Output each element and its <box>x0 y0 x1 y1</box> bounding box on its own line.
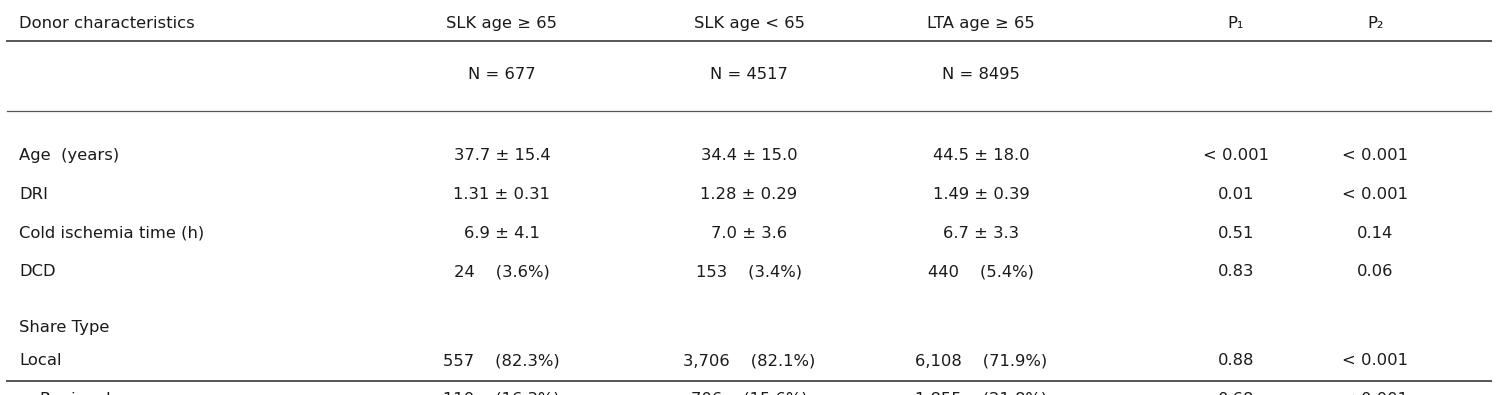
Text: N = 8495: N = 8495 <box>942 67 1020 82</box>
Text: Age  (years): Age (years) <box>19 148 120 163</box>
Text: < 0.001: < 0.001 <box>1342 148 1408 163</box>
Text: 0.83: 0.83 <box>1218 264 1254 279</box>
Text: 0.14: 0.14 <box>1357 226 1393 241</box>
Text: DCD: DCD <box>19 264 55 279</box>
Text: 37.7 ± 15.4: 37.7 ± 15.4 <box>454 148 550 163</box>
Text: 1.49 ± 0.39: 1.49 ± 0.39 <box>933 187 1029 202</box>
Text: DRI: DRI <box>19 187 48 202</box>
Text: N = 677: N = 677 <box>467 67 536 82</box>
Text: 34.4 ± 15.0: 34.4 ± 15.0 <box>701 148 797 163</box>
Text: < 0.001: < 0.001 <box>1203 148 1269 163</box>
Text: 24    (3.6%): 24 (3.6%) <box>454 264 550 279</box>
Text: 0.51: 0.51 <box>1218 226 1254 241</box>
Text: 6.7 ± 3.3: 6.7 ± 3.3 <box>944 226 1019 241</box>
Text: SLK age ≥ 65: SLK age ≥ 65 <box>446 16 557 31</box>
Text: LTA age ≥ 65: LTA age ≥ 65 <box>927 16 1035 31</box>
Text: 153    (3.4%): 153 (3.4%) <box>697 264 801 279</box>
Text: 7.0 ± 3.6: 7.0 ± 3.6 <box>712 226 786 241</box>
Text: 0.01: 0.01 <box>1218 187 1254 202</box>
Text: < 0.001: < 0.001 <box>1342 353 1408 368</box>
Text: 44.5 ± 18.0: 44.5 ± 18.0 <box>933 148 1029 163</box>
Text: 1,855    (21.8%): 1,855 (21.8%) <box>915 392 1047 395</box>
Text: 6.9 ± 4.1: 6.9 ± 4.1 <box>464 226 539 241</box>
Text: Cold ischemia time (h): Cold ischemia time (h) <box>19 226 205 241</box>
Text: < 0.001: < 0.001 <box>1342 392 1408 395</box>
Text: Share Type: Share Type <box>19 320 109 335</box>
Text: N = 4517: N = 4517 <box>710 67 788 82</box>
Text: 3,706    (82.1%): 3,706 (82.1%) <box>683 353 815 368</box>
Text: 110    (16.3%): 110 (16.3%) <box>443 392 560 395</box>
Text: SLK age < 65: SLK age < 65 <box>694 16 804 31</box>
Text: Local: Local <box>19 353 61 368</box>
Text: 1.31 ± 0.31: 1.31 ± 0.31 <box>454 187 550 202</box>
Text: Donor characteristics: Donor characteristics <box>19 16 195 31</box>
Text: < 0.001: < 0.001 <box>1342 187 1408 202</box>
Text: P₁: P₁ <box>1228 16 1243 31</box>
Text: 6,108    (71.9%): 6,108 (71.9%) <box>915 353 1047 368</box>
Text: 706    (15.6%): 706 (15.6%) <box>691 392 807 395</box>
Text: 0.06: 0.06 <box>1357 264 1393 279</box>
Text: 440    (5.4%): 440 (5.4%) <box>929 264 1034 279</box>
Text: P₂: P₂ <box>1366 16 1384 31</box>
Text: Regional: Regional <box>19 392 111 395</box>
Text: 1.28 ± 0.29: 1.28 ± 0.29 <box>701 187 797 202</box>
Text: 0.68: 0.68 <box>1218 392 1254 395</box>
Text: 557    (82.3%): 557 (82.3%) <box>443 353 560 368</box>
Text: 0.88: 0.88 <box>1218 353 1254 368</box>
